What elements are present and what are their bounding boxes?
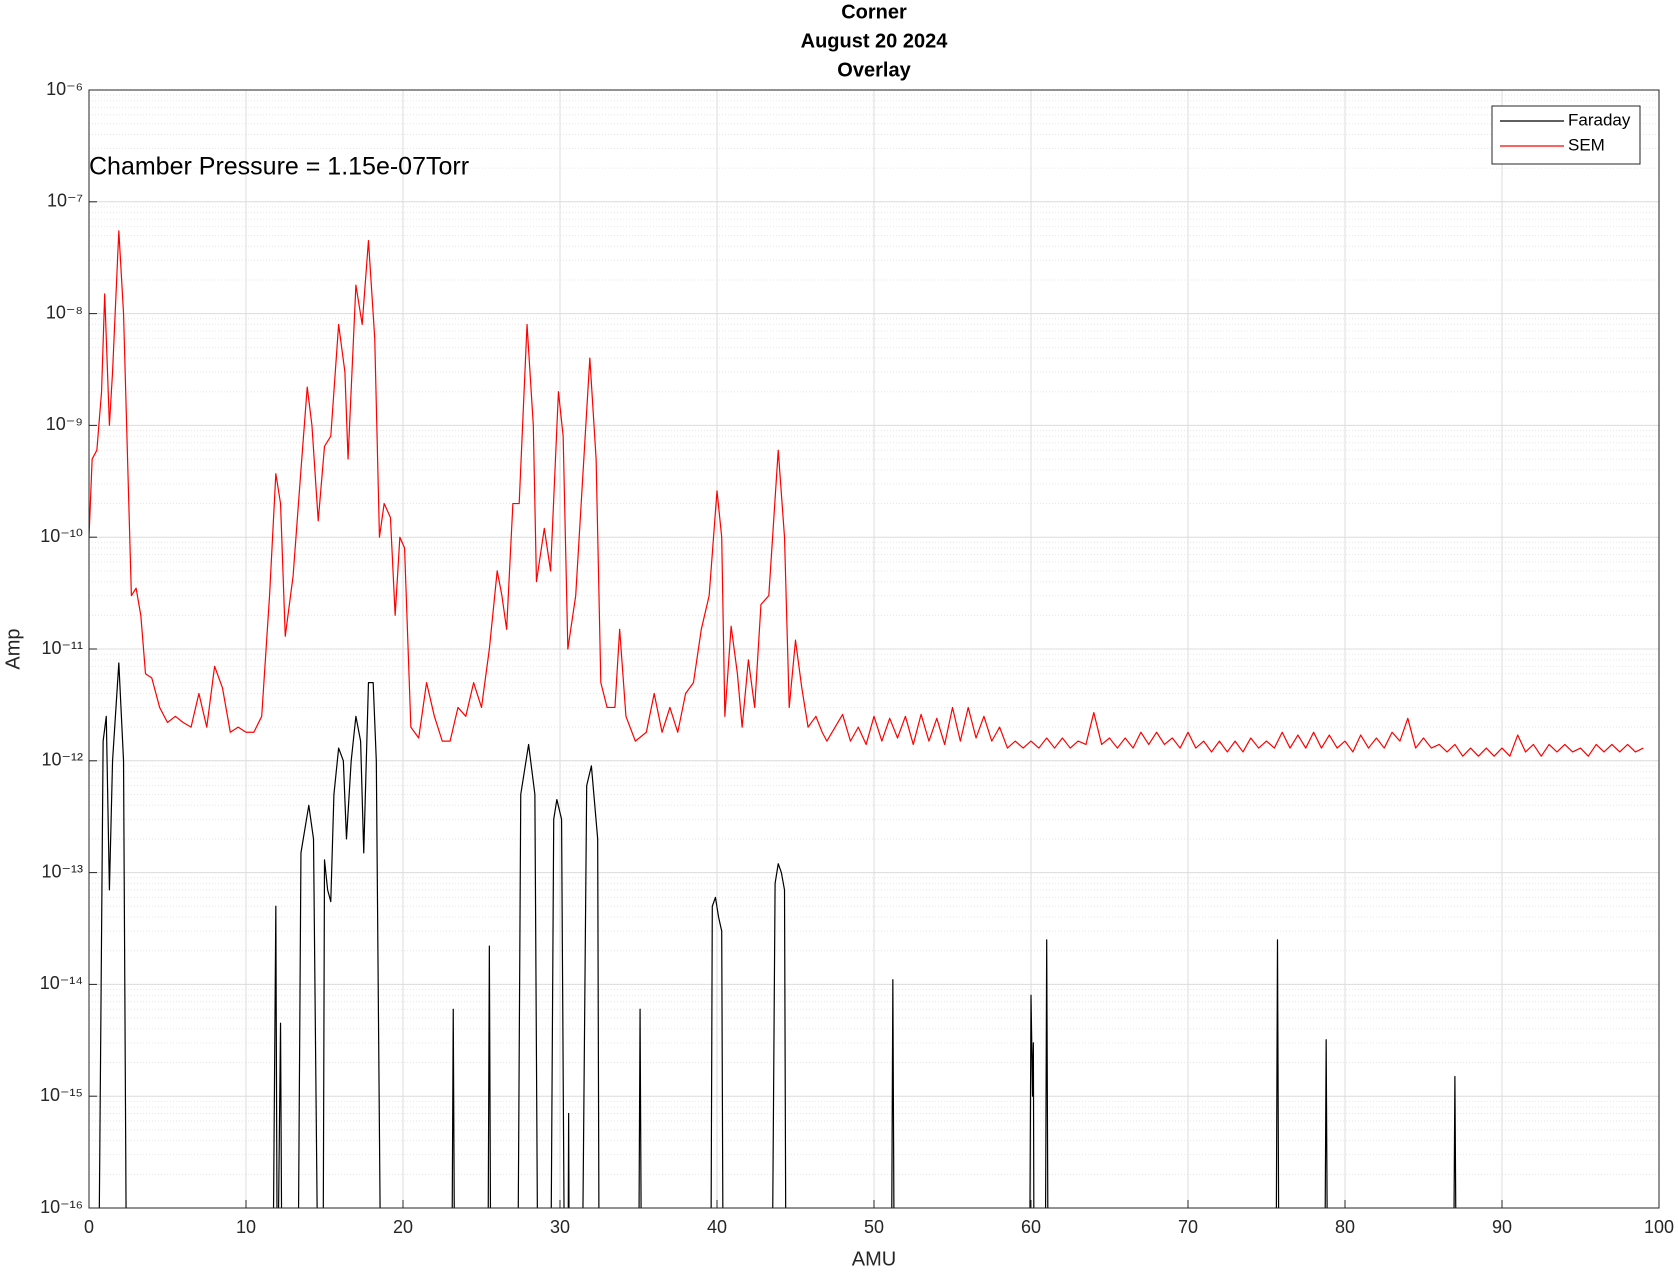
x-tick-label: 90	[1492, 1217, 1512, 1237]
y-tick-label: 10⁻⁸	[46, 302, 83, 322]
chart-title: Corner	[841, 1, 907, 23]
chart-title: Overlay	[837, 59, 911, 81]
y-tick-label: 10⁻¹⁰	[40, 526, 83, 546]
y-tick-label: 10⁻¹³	[41, 861, 83, 881]
x-tick-label: 20	[393, 1217, 413, 1237]
legend: Faraday SEM	[1491, 105, 1641, 165]
grid	[88, 89, 1660, 1209]
x-tick-label: 0	[84, 1217, 94, 1237]
labels: 10⁻¹⁶ 10⁻¹⁵ 10⁻¹⁴ 10⁻¹³ 10⁻¹² 10⁻¹¹ 10⁻¹⁰ 10⁻⁹ 1…	[40, 79, 1674, 1237]
x-tick-label: 80	[1335, 1217, 1355, 1237]
y-axis-label: Amp	[2, 628, 24, 669]
data-line	[89, 230, 1644, 757]
x-tick-label: 30	[550, 1217, 570, 1237]
x-tick-label: 50	[864, 1217, 884, 1237]
y-tick-label: 10⁻⁹	[46, 414, 83, 434]
x-tick-label: 40	[707, 1217, 727, 1237]
x-tick-label: 60	[1021, 1217, 1041, 1237]
x-tick-label: 100	[1644, 1217, 1674, 1237]
annotation: Chamber Pressure = 1.15e-07Torr	[89, 153, 469, 181]
x-axis-label: AMU	[852, 1248, 896, 1270]
legend-label: Faraday	[1568, 110, 1631, 129]
y-tick-label: 10⁻⁶	[46, 79, 83, 99]
y-tick-label: 10⁻¹¹	[41, 638, 83, 658]
x-tick-label: 70	[1178, 1217, 1198, 1237]
y-tick-label: 10⁻¹²	[41, 750, 83, 770]
legend-box	[1491, 105, 1641, 165]
y-tick-label: 10⁻¹⁶	[40, 1197, 83, 1217]
y-tick-label: 10⁻⁷	[47, 191, 83, 211]
chart-title: August 20 2024	[801, 30, 949, 52]
x-tick-label: 10	[236, 1217, 256, 1237]
data-line	[98, 662, 1457, 1208]
legend-label: SEM	[1568, 135, 1605, 154]
lines	[89, 230, 1644, 1208]
y-tick-label: 10⁻¹⁵	[40, 1085, 83, 1105]
y-tick-label: 10⁻¹⁴	[40, 973, 83, 993]
